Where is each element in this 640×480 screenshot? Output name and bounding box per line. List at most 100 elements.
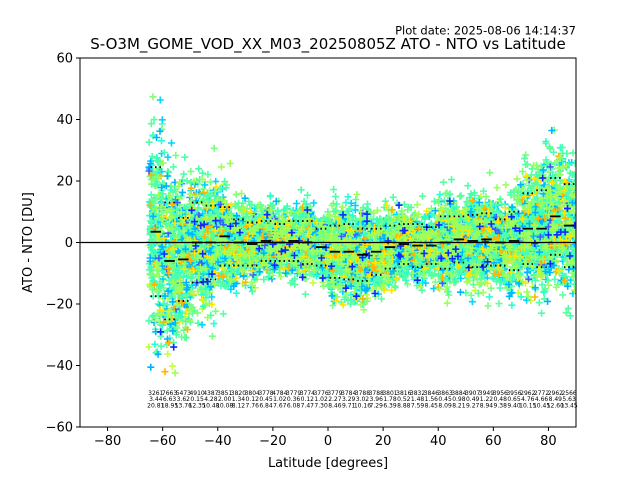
bin-count-label: 8.49: [549, 396, 563, 403]
x-tick-label: 0: [324, 434, 332, 449]
bin-count-label: 3816: [396, 390, 411, 397]
bin-count-label: 6.08: [287, 403, 301, 410]
bin-count-label: 3774: [300, 390, 315, 397]
bin-count-label: 2772: [534, 390, 549, 397]
x-tick-label: −80: [94, 434, 121, 449]
bin-count-label: 9.38: [494, 403, 508, 410]
y-tick-label: −60: [46, 421, 73, 436]
bin-count-label: 8.21: [452, 403, 466, 410]
x-tick-label: 20: [375, 434, 392, 449]
bin-count-label: 18.95: [161, 403, 178, 410]
bin-count-label: 1.48: [411, 396, 425, 403]
bin-count-label: 1.34: [232, 396, 246, 403]
bin-count-label: 3907: [465, 390, 480, 397]
bin-count-label: 6.63: [163, 396, 177, 403]
bin-count-label: 3776: [313, 390, 328, 397]
bin-count-label: 8.12: [232, 403, 246, 410]
bin-count-label: 3820: [231, 390, 246, 397]
bin-count-label: 3.44: [149, 396, 163, 403]
bin-count-label: 4.66: [535, 396, 549, 403]
x-tick-label: 40: [430, 434, 447, 449]
bin-count-label: 10.08: [216, 403, 233, 410]
bin-count-label: 5473: [176, 390, 191, 397]
bin-count-label: 13.45: [561, 403, 578, 410]
bin-count-label: 10.15: [519, 403, 536, 410]
bin-count-label: 12.35: [189, 403, 206, 410]
bin-count-label: 0.65: [507, 396, 521, 403]
bin-count-label: 1.56: [425, 396, 439, 403]
x-tick-label: 60: [485, 434, 502, 449]
bin-count-label: 7.76: [246, 403, 260, 410]
bin-count-label: 2962: [520, 390, 535, 397]
y-tick-label: 20: [56, 175, 73, 190]
bin-count-label: 1.02: [314, 396, 328, 403]
bin-count-label: 1.22: [480, 396, 494, 403]
bin-statistics: [150, 166, 575, 321]
bin-count-label: 4.76: [521, 396, 535, 403]
bin-count-label: 9.71: [342, 403, 356, 410]
x-tick-label: 80: [540, 434, 557, 449]
bin-count-label: 3851: [217, 390, 232, 397]
bin-count-label: 3.02: [356, 396, 370, 403]
bin-count-label: 0.36: [287, 396, 301, 403]
bin-count-label: 3956: [493, 390, 508, 397]
y-tick-label: −40: [46, 359, 73, 374]
bin-count-label: 10.48: [202, 403, 219, 410]
bin-count-label: 7663: [162, 390, 177, 397]
bin-count-label: 3804: [245, 390, 260, 397]
bin-count-label: 0.15: [190, 396, 204, 403]
bin-count-label: 3788: [369, 390, 384, 397]
bin-count-label: 6.84: [259, 403, 273, 410]
bin-count-label: 7.29: [370, 403, 384, 410]
bin-count-label: 8.09: [438, 403, 452, 410]
bin-count-label: 3778: [258, 390, 273, 397]
x-tick-label: −40: [204, 434, 231, 449]
bin-count-label: 3.96: [370, 396, 384, 403]
bin-count-label: 4784: [272, 390, 287, 397]
bin-count-label: 0.45: [259, 396, 273, 403]
x-axis-label: Latitude [degrees]: [268, 456, 388, 471]
x-tick-label: −60: [149, 434, 176, 449]
bin-count-label: 0.98: [452, 396, 466, 403]
bin-count-label: 8.45: [425, 403, 439, 410]
bin-count-label: 2.00: [218, 396, 232, 403]
bin-count-label: 0.48: [494, 396, 508, 403]
bin-count-label: 9.27: [466, 403, 480, 410]
bin-count-label: 8.94: [480, 403, 494, 410]
bin-count-label: 0.45: [438, 396, 452, 403]
bin-count-label: 3.62: [177, 396, 191, 403]
bin-count-label: 20.81: [147, 403, 164, 410]
y-tick-label: −20: [46, 298, 73, 313]
bin-count-label: 12.60: [547, 403, 564, 410]
x-axis: −80 −60 −40 −20 0 20 40 60 80: [94, 427, 557, 449]
bin-count-label: 7.67: [273, 403, 287, 410]
bin-count-label: 7.30: [314, 403, 328, 410]
bin-count-label: 3.29: [342, 396, 356, 403]
y-axis-label: ATO - NTO [DU]: [21, 192, 36, 293]
bin-count-label: 3801: [382, 390, 397, 397]
bin-count-label: 8.46: [328, 403, 342, 410]
bin-count-label: 0.12: [246, 396, 260, 403]
plot-date: Plot date: 2025-08-06 14:14:37: [395, 24, 576, 38]
bin-count-label: 2566: [561, 390, 576, 397]
bin-count-label: 3788: [355, 390, 370, 397]
y-tick-label: 60: [56, 52, 73, 67]
bin-count-label: 5.63: [562, 396, 576, 403]
bin-count-label: 3784: [341, 390, 356, 397]
bin-count-label: 4.28: [204, 396, 218, 403]
bin-count-label: 6.39: [383, 403, 397, 410]
bin-count-label: 8.88: [397, 403, 411, 410]
y-tick-label: 40: [56, 113, 73, 128]
bin-count-label: 3779: [327, 390, 342, 397]
bin-count-label: 1.78: [383, 396, 397, 403]
bin-count-label: 10.45: [533, 403, 550, 410]
bin-count-label: 3949: [479, 390, 494, 397]
bin-count-label: 4387: [203, 390, 218, 397]
bin-count-label: 2962: [548, 390, 563, 397]
y-tick-label: 0: [65, 236, 73, 251]
bin-count-label: 3956: [506, 390, 521, 397]
bin-count-label: 2.27: [328, 396, 342, 403]
bin-count-label: 3261: [148, 390, 163, 397]
